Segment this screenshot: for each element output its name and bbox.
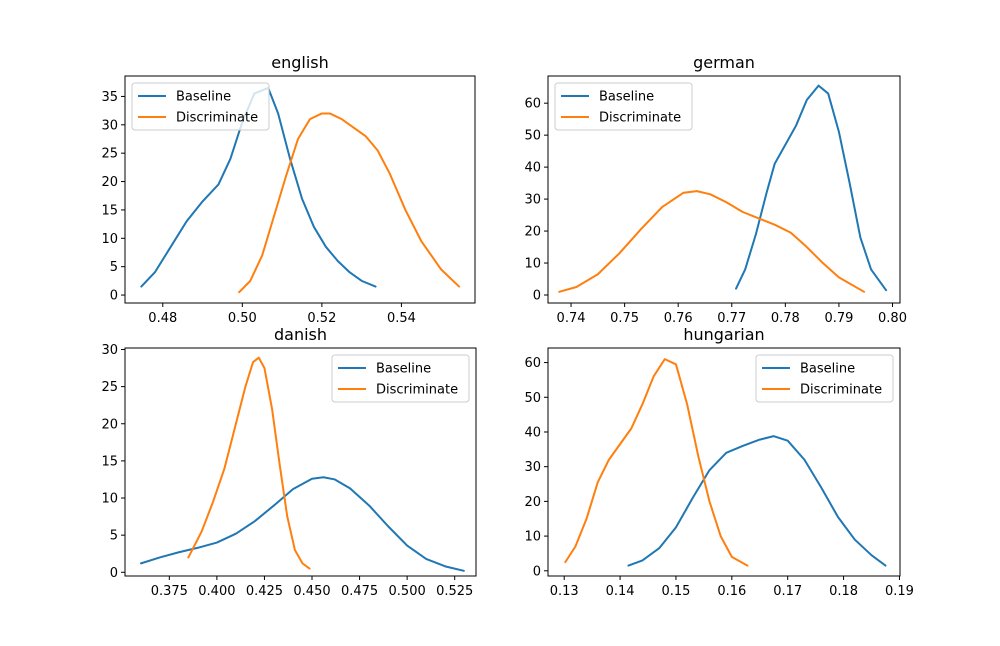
series-line-baseline <box>139 476 465 572</box>
x-tick-label: 0.50 <box>228 311 257 326</box>
x-tick-label: 0.76 <box>664 311 693 326</box>
subplot-english: 0.48 0.50 0.52 0.5405101520253035englishBas… <box>101 53 476 326</box>
x-tick-label: 0.19 <box>885 584 914 599</box>
y-tick-label: 30 <box>101 343 118 358</box>
x-tick-label: 0.375 <box>151 584 188 599</box>
axes-frame <box>547 75 901 304</box>
x-tick-label: 0.450 <box>293 584 330 599</box>
y-tick-label: 10 <box>101 232 118 247</box>
x-tick-label: 0.14 <box>606 584 635 599</box>
y-tick-label: 25 <box>101 380 118 395</box>
legend-label-baseline: Baseline <box>800 362 855 377</box>
y-tick-label: 10 <box>101 492 118 507</box>
subplot-german: 0.74 0.75 0.76 0.77 0.78 0.79 0.80 0 10 20 30 40 50 6… <box>524 53 907 326</box>
x-tick-label: 0.525 <box>436 584 473 599</box>
x-tick-label: 0.54 <box>387 311 416 326</box>
x-tick-label: 0.80 <box>878 311 907 326</box>
y-tick-label: 5 <box>110 529 118 544</box>
series-line-discriminate <box>558 190 866 293</box>
chart-title: german <box>693 53 755 72</box>
chart-title: danish <box>274 325 327 344</box>
legend: Baseline Discriminate <box>554 82 693 131</box>
subplot-hungarian: 0.13 0.14 0.15 0.16 0.17 0.18 0.19 0 10 20 30 40 50 6… <box>524 325 913 599</box>
x-tick-label: 0.75 <box>610 311 639 326</box>
y-tick-label: 15 <box>101 203 118 218</box>
y-tick-label: 30 <box>101 118 118 133</box>
y-tick-label: 40 <box>524 425 541 440</box>
x-tick-label: 0.400 <box>198 584 235 599</box>
x-tick-label: 0.74 <box>557 311 586 326</box>
x-tick-label: 0.16 <box>717 584 746 599</box>
y-tick-label: 30 <box>524 460 541 475</box>
chart-title: hungarian <box>683 325 764 344</box>
y-tick-label: 5 <box>110 260 118 275</box>
legend: Baseline Discriminate <box>131 82 270 131</box>
x-tick-label: 0.17 <box>773 584 802 599</box>
y-tick-label: 20 <box>524 225 541 240</box>
axes-frame <box>547 347 901 577</box>
y-tick-label: 0 <box>110 289 118 304</box>
legend-label-baseline: Baseline <box>376 362 431 377</box>
axes-frame <box>124 75 476 304</box>
y-tick-label: 15 <box>101 454 118 469</box>
x-tick-label: 0.500 <box>389 584 426 599</box>
series-line-discriminate <box>238 112 461 294</box>
y-tick-label: 20 <box>524 495 541 510</box>
x-tick-label: 0.48 <box>148 311 177 326</box>
y-tick-label: 60 <box>524 356 541 371</box>
y-tick-label: 50 <box>524 391 541 406</box>
y-tick-label: 0 <box>110 566 118 581</box>
axes-frame <box>124 347 477 577</box>
legend: Baseline Discriminate <box>331 354 470 403</box>
legend-box <box>331 354 470 403</box>
y-tick-label: 40 <box>524 161 541 176</box>
legend-box <box>554 82 693 131</box>
series-line-baseline <box>735 84 888 292</box>
x-tick-label: 0.425 <box>246 584 283 599</box>
legend: Baseline Discriminate <box>755 354 894 403</box>
x-tick-label: 0.13 <box>550 584 579 599</box>
y-tick-label: 60 <box>524 97 541 112</box>
x-tick-label: 0.79 <box>824 311 853 326</box>
legend-box <box>755 354 894 403</box>
series-line-baseline <box>627 435 887 567</box>
y-tick-label: 25 <box>101 147 118 162</box>
legend-label-baseline: Baseline <box>176 90 231 105</box>
y-tick-label: 20 <box>101 417 118 432</box>
subplot-danish: 0.375 0.400 0.425 0.450 0.475 0.500 0.525 0 5 10 1… <box>101 325 477 599</box>
y-tick-label: 30 <box>524 193 541 208</box>
y-tick-label: 0 <box>533 564 541 579</box>
legend-label-discriminate: Discriminate <box>376 383 458 398</box>
y-tick-label: 10 <box>524 257 541 272</box>
x-tick-label: 0.475 <box>341 584 378 599</box>
x-tick-label: 0.52 <box>307 311 336 326</box>
y-tick-label: 0 <box>533 289 541 304</box>
x-tick-label: 0.77 <box>717 311 746 326</box>
legend-label-baseline: Baseline <box>599 90 654 105</box>
series-line-discriminate <box>187 356 311 570</box>
x-tick-label: 0.15 <box>661 584 690 599</box>
legend-box <box>131 82 270 131</box>
x-tick-label: 0.18 <box>829 584 858 599</box>
x-tick-label: 0.78 <box>771 311 800 326</box>
chart-title: english <box>271 53 329 72</box>
legend-label-discriminate: Discriminate <box>800 383 882 398</box>
legend-label-discriminate: Discriminate <box>599 111 681 126</box>
y-tick-label: 10 <box>524 530 541 545</box>
y-tick-label: 50 <box>524 129 541 144</box>
y-tick-label: 20 <box>101 175 118 190</box>
series-line-discriminate <box>564 358 749 567</box>
y-tick-label: 35 <box>101 90 118 105</box>
legend-label-discriminate: Discriminate <box>176 111 258 126</box>
